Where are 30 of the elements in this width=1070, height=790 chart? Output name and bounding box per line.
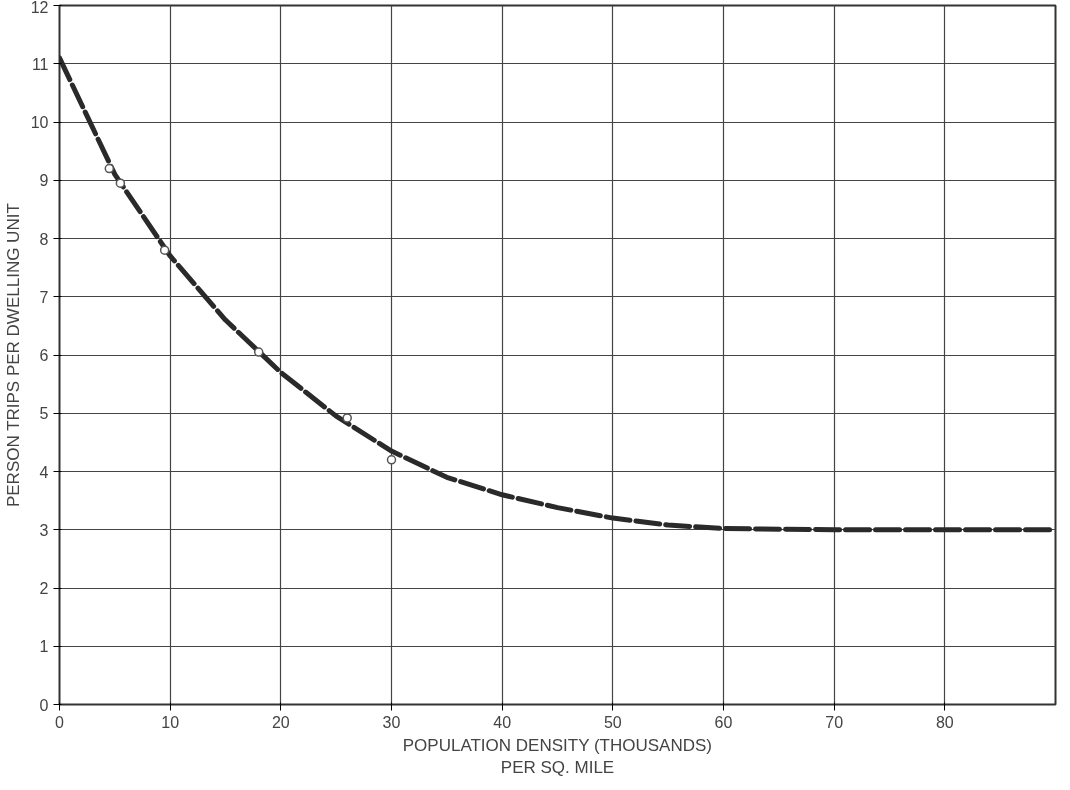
x-tick-label: 50 [603, 713, 622, 731]
point [386, 455, 397, 465]
point [104, 163, 115, 174]
y-tick-label: 3 [39, 521, 49, 539]
y-tick-label: 2 [39, 580, 49, 597]
x-tick-label: 70 [825, 713, 844, 731]
y-tick-label: 4 [39, 463, 49, 481]
point [253, 347, 264, 357]
point [115, 178, 126, 188]
point [342, 413, 352, 423]
y-tick-label: 6 [39, 347, 49, 364]
x-tick-label: 60 [714, 713, 733, 731]
x-tick-label: 20 [271, 713, 290, 731]
y-axis-title: PERSON TRIPS PER DWELLING UNIT [3, 203, 23, 508]
x-tick-label: 80 [935, 713, 954, 731]
y-tick-label: 8 [39, 230, 49, 248]
x-axis-title: POPULATION DENSITY (THOUSANDS) PER SQ. MILE [402, 735, 712, 778]
y-tick-label: 5 [39, 405, 49, 423]
y-tick-label: 7 [39, 288, 49, 306]
point [159, 245, 170, 255]
y-tick-label: 11 [31, 55, 49, 73]
y-tick-label: 12 [30, 0, 49, 16]
y-tick-label: 0 [39, 696, 49, 714]
x-tick-label: 30 [382, 713, 401, 731]
y-tick-label: 9 [39, 172, 49, 190]
x-tick-label: 40 [493, 713, 512, 731]
x-tick-label: 10 [161, 713, 180, 731]
y-tick-label: 1 [39, 638, 49, 656]
x-tick-label: 0 [55, 713, 65, 731]
y-tick-label: 10 [30, 114, 49, 131]
